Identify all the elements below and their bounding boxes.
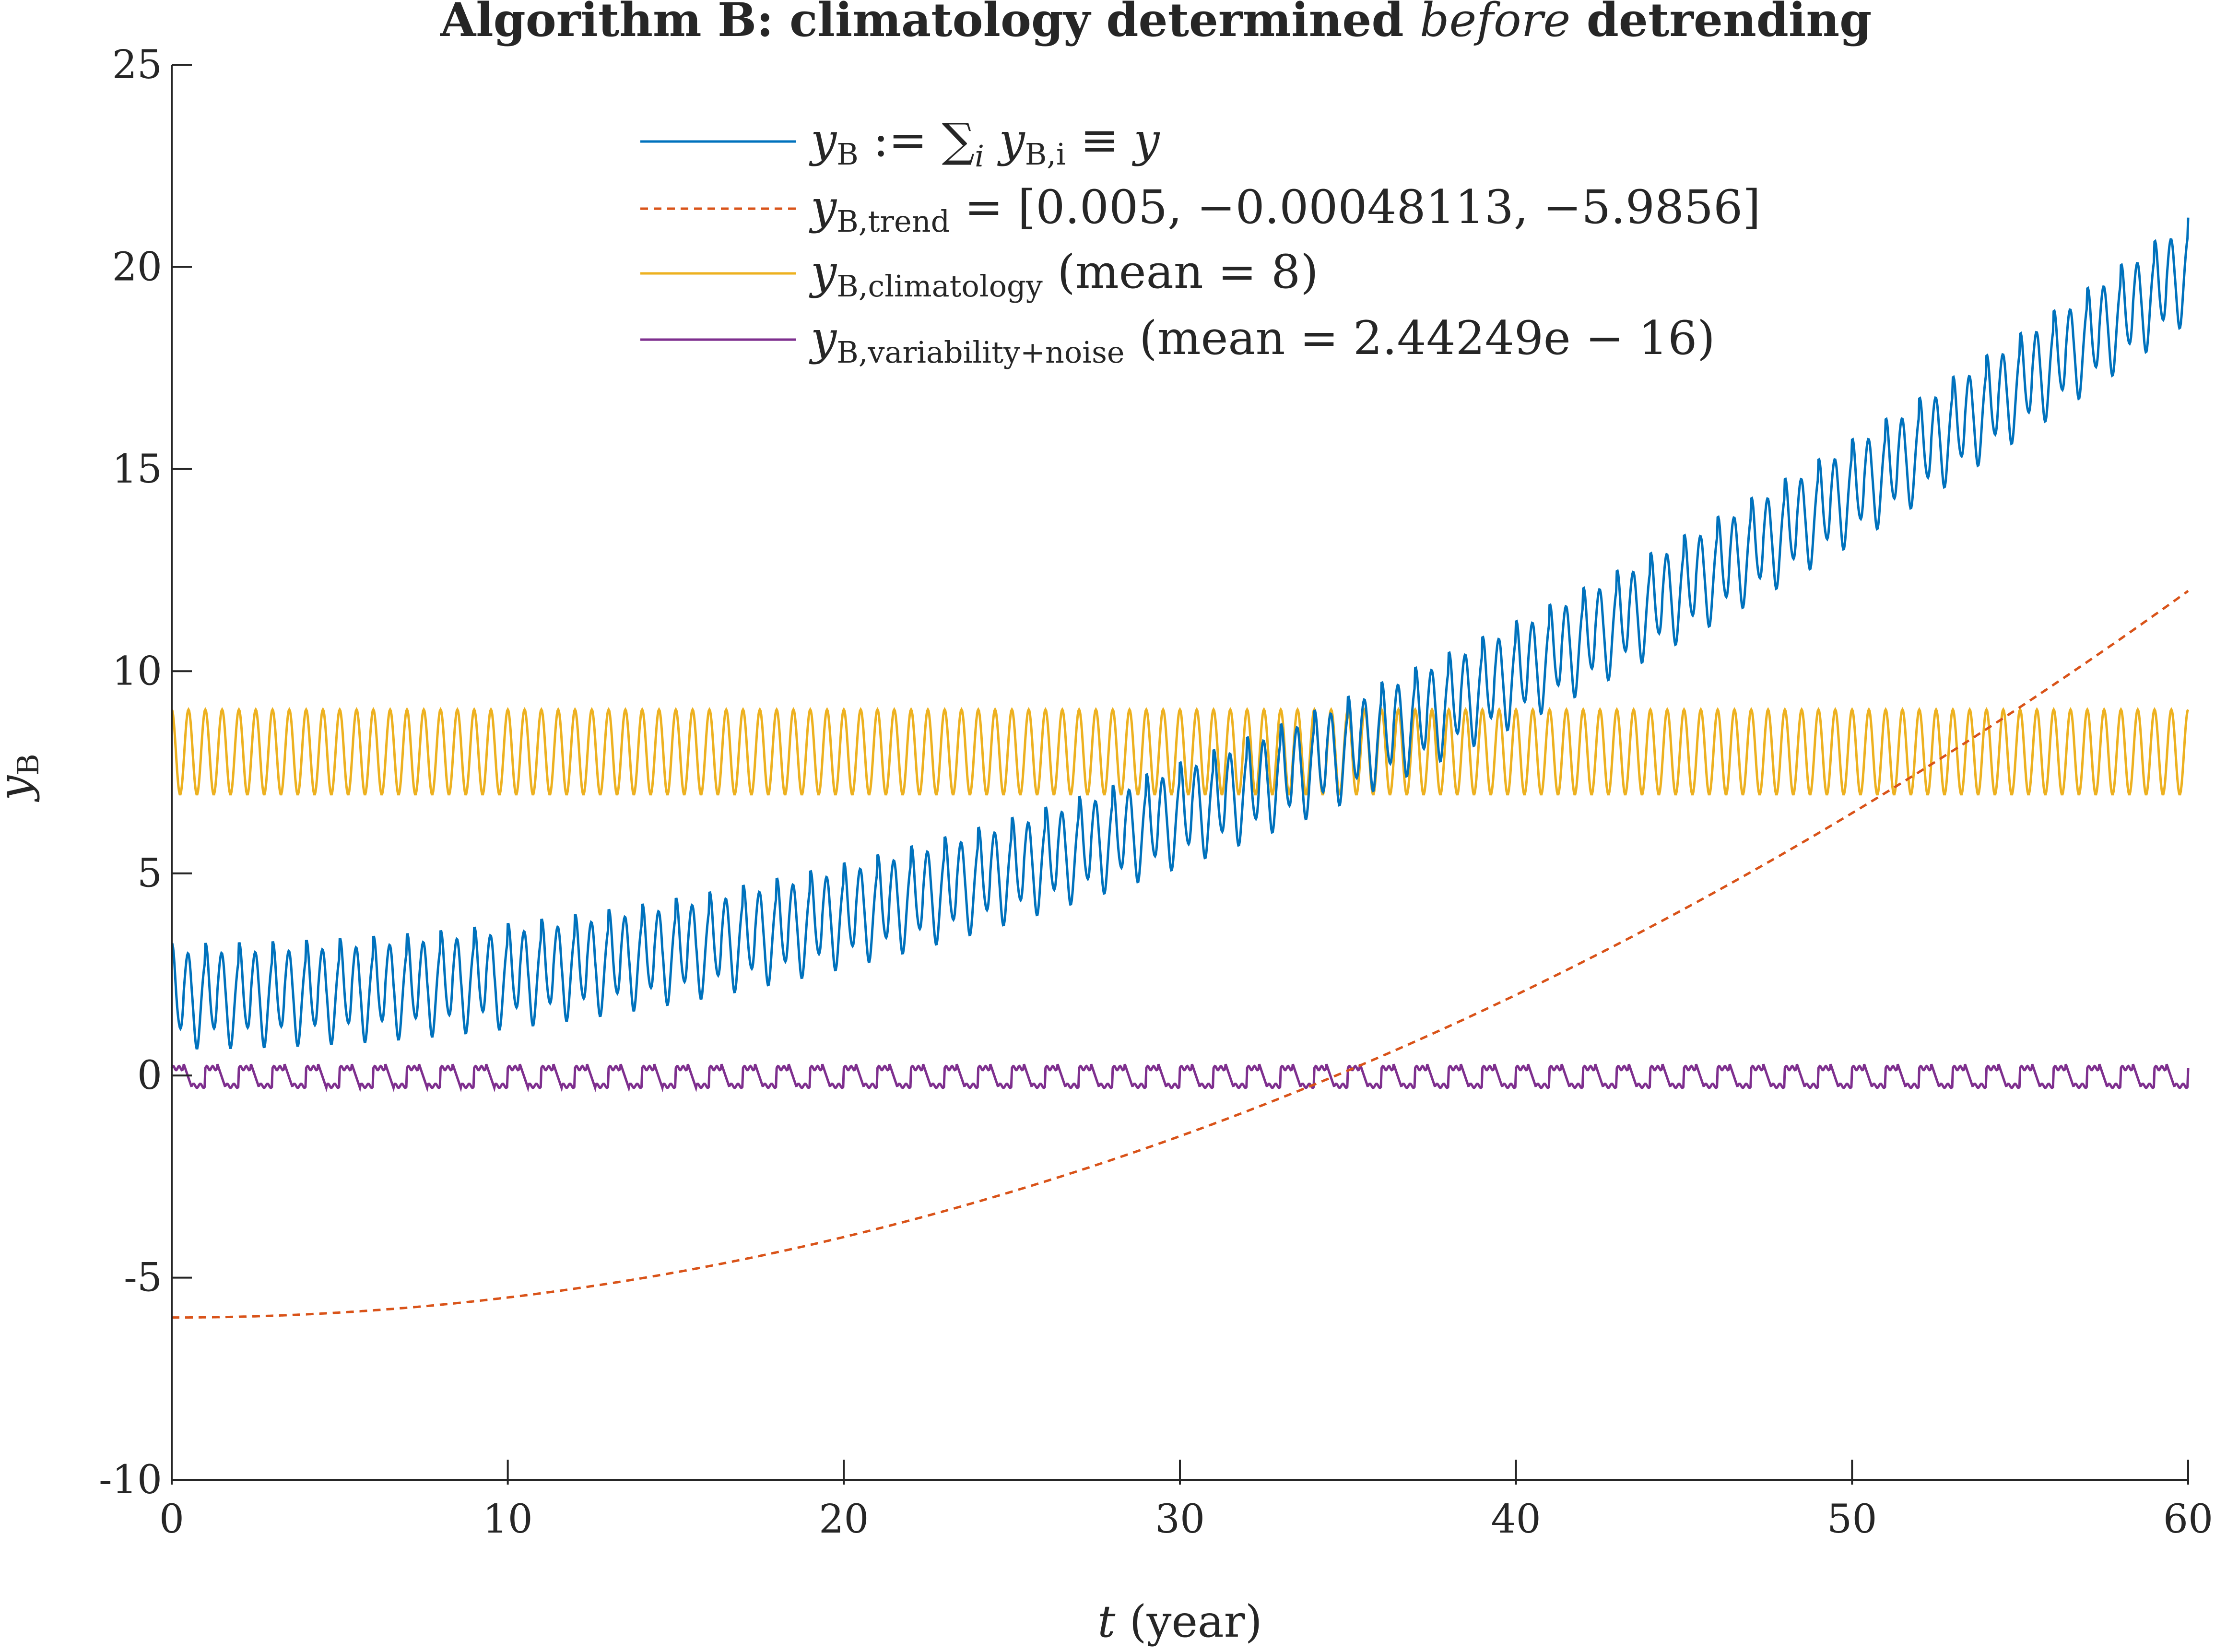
chart-title: Algorithm B: climatology determined befo… [440,0,1872,47]
x-tick-label: 60 [2163,1497,2213,1542]
series-layer [170,217,2190,1319]
x-tick-label: 0 [159,1497,184,1542]
y-tick-label: 25 [112,42,162,88]
x-ticks: 0 10 20 30 40 50 60 [159,1460,2213,1542]
x-tick-label: 10 [483,1497,532,1542]
legend-label-y: yB := ∑i yB,i ≡ y [809,113,1160,174]
legend-label-variability: yB,variability+noise (mean = 2.44249e − … [809,311,1715,370]
y-tick-label: 15 [112,447,162,492]
y-tick-label: 0 [137,1053,162,1098]
legend-label-climatology: yB,climatology (mean = 8) [809,245,1319,304]
x-tick-label: 50 [1827,1497,1877,1542]
y-tick-label: 5 [137,851,162,897]
y-ticks: -10 -5 0 5 10 15 20 25 [99,42,192,1503]
y-axis-label: yB [0,754,46,802]
y-tick-label: -5 [124,1255,162,1301]
series-line-trend [172,590,2189,1319]
y-tick-label: 20 [112,244,162,290]
x-tick-label: 30 [1155,1497,1205,1542]
y-tick-label: 10 [112,649,162,694]
legend-label-trend: yB,trend = [0.005, −0.00048113, −5.9856] [809,180,1761,239]
x-axis-label: t (year) [1097,1596,1262,1647]
series-line-variability [170,1063,2190,1093]
legend: yB := ∑i yB,i ≡ y yB,trend = [0.005, −0.… [640,113,1761,370]
x-tick-label: 40 [1491,1497,1541,1542]
x-tick-label: 20 [819,1497,869,1542]
series-line-y [171,217,2190,1050]
series-line-climatology [170,707,2190,796]
y-tick-label: -10 [99,1457,162,1503]
